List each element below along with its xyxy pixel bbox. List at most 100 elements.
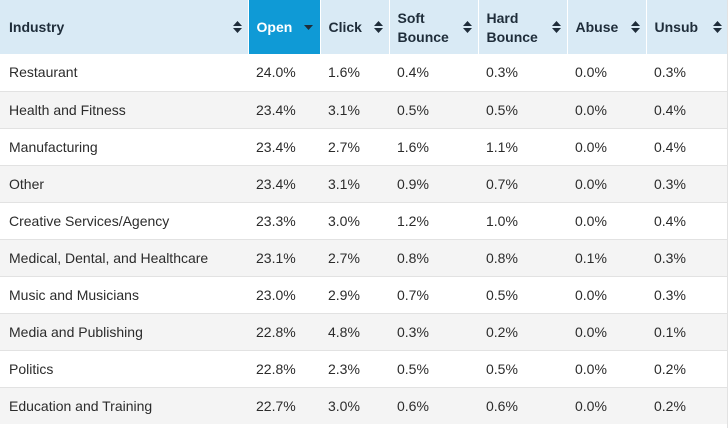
sort-both-icon [712, 21, 722, 33]
column-header-label: Soft Bounce [398, 8, 449, 47]
cell-hard-bounce: 0.7% [486, 175, 518, 192]
column-header-soft-bounce[interactable]: Soft Bounce [389, 0, 479, 54]
cell-soft-bounce: 0.6% [397, 397, 429, 414]
cell-hard-bounce: 1.0% [486, 212, 518, 229]
cell-open: 24.0% [256, 64, 296, 81]
cell-abuse: 0.0% [575, 286, 607, 303]
cell-soft-bounce: 0.8% [397, 249, 429, 266]
cell-industry: Health and Fitness [9, 101, 126, 118]
cell-click: 2.7% [328, 138, 360, 155]
cell-hard-bounce: 0.3% [486, 64, 518, 81]
column-header-click[interactable]: Click [320, 0, 390, 54]
cell-unsub: 0.3% [654, 64, 686, 81]
cell-abuse: 0.0% [575, 138, 607, 155]
cell-unsub: 0.3% [654, 249, 686, 266]
cell-industry: Restaurant [9, 64, 78, 81]
table-row: Health and Fitness 23.4% 3.1% 0.5% 0.5% … [0, 91, 728, 128]
cell-soft-bounce: 0.4% [397, 64, 429, 81]
column-header-hard-bounce[interactable]: Hard Bounce [478, 0, 568, 54]
cell-abuse: 0.0% [575, 64, 607, 81]
cell-click: 3.1% [328, 101, 360, 118]
sort-both-icon [232, 21, 242, 33]
cell-hard-bounce: 0.8% [486, 249, 518, 266]
cell-open: 23.0% [256, 286, 296, 303]
cell-open: 23.3% [256, 212, 296, 229]
cell-open: 23.4% [256, 101, 296, 118]
cell-open: 22.8% [256, 360, 296, 377]
column-header-open[interactable]: Open [248, 0, 321, 54]
cell-click: 2.9% [328, 286, 360, 303]
sort-both-icon [462, 21, 472, 33]
table-body: Restaurant 24.0% 1.6% 0.4% 0.3% 0.0% 0.3… [0, 54, 728, 424]
cell-click: 3.0% [328, 397, 360, 414]
column-header-unsub[interactable]: Unsub [646, 0, 728, 54]
cell-soft-bounce: 0.9% [397, 175, 429, 192]
table-row: Creative Services/Agency 23.3% 3.0% 1.2%… [0, 202, 728, 239]
cell-abuse: 0.1% [575, 249, 607, 266]
cell-unsub: 0.3% [654, 175, 686, 192]
cell-soft-bounce: 1.2% [397, 212, 429, 229]
sort-descending-icon [303, 25, 313, 30]
column-header-label-line2: Bounce [397, 28, 449, 45]
table-row: Politics 22.8% 2.3% 0.5% 0.5% 0.0% 0.2% [0, 350, 728, 387]
column-header-abuse[interactable]: Abuse [567, 0, 647, 54]
cell-unsub: 0.2% [654, 397, 686, 414]
table-row: Medical, Dental, and Healthcare 23.1% 2.… [0, 239, 728, 276]
cell-soft-bounce: 1.6% [397, 138, 429, 155]
cell-hard-bounce: 0.5% [486, 360, 518, 377]
column-header-label: Unsub [654, 18, 699, 35]
cell-click: 2.3% [328, 360, 360, 377]
column-header-label: Abuse [575, 18, 619, 35]
cell-hard-bounce: 1.1% [486, 138, 518, 155]
cell-open: 23.4% [256, 175, 296, 192]
cell-unsub: 0.4% [654, 212, 686, 229]
cell-abuse: 0.0% [575, 101, 607, 118]
column-header-label: Hard Bounce [487, 8, 538, 47]
cell-abuse: 0.0% [575, 360, 607, 377]
table-header-row: Industry Open Click Soft Bounce [0, 0, 728, 54]
table-row: Other 23.4% 3.1% 0.9% 0.7% 0.0% 0.3% [0, 165, 728, 202]
cell-unsub: 0.4% [654, 138, 686, 155]
cell-click: 1.6% [328, 64, 360, 81]
cell-industry: Medical, Dental, and Healthcare [9, 249, 209, 266]
sort-both-icon [373, 21, 383, 33]
cell-abuse: 0.0% [575, 323, 607, 340]
cell-industry: Manufacturing [9, 138, 98, 155]
cell-unsub: 0.1% [654, 323, 686, 340]
cell-hard-bounce: 0.6% [486, 397, 518, 414]
cell-open: 22.8% [256, 323, 296, 340]
column-header-label: Industry [9, 18, 65, 35]
cell-soft-bounce: 0.5% [397, 101, 429, 118]
cell-hard-bounce: 0.5% [486, 101, 518, 118]
table-row: Education and Training 22.7% 3.0% 0.6% 0… [0, 387, 728, 424]
cell-unsub: 0.4% [654, 101, 686, 118]
sort-both-icon [630, 21, 640, 33]
column-header-label-line1: Soft [397, 9, 425, 26]
cell-hard-bounce: 0.5% [486, 286, 518, 303]
table-row: Restaurant 24.0% 1.6% 0.4% 0.3% 0.0% 0.3… [0, 54, 728, 91]
cell-soft-bounce: 0.3% [397, 323, 429, 340]
cell-soft-bounce: 0.5% [397, 360, 429, 377]
table-row: Music and Musicians 23.0% 2.9% 0.7% 0.5%… [0, 276, 728, 313]
cell-industry: Other [9, 175, 45, 192]
table-row: Media and Publishing 22.8% 4.8% 0.3% 0.2… [0, 313, 728, 350]
cell-industry: Politics [9, 360, 54, 377]
cell-click: 3.1% [328, 175, 360, 192]
cell-open: 23.1% [256, 249, 296, 266]
column-header-industry[interactable]: Industry [0, 0, 249, 54]
cell-industry: Education and Training [9, 397, 153, 414]
cell-hard-bounce: 0.2% [486, 323, 518, 340]
cell-click: 2.7% [328, 249, 360, 266]
cell-industry: Media and Publishing [9, 323, 143, 340]
cell-open: 23.4% [256, 138, 296, 155]
column-header-label-line1: Hard [486, 9, 519, 26]
cell-unsub: 0.2% [654, 360, 686, 377]
column-header-label: Open [256, 18, 293, 35]
cell-click: 4.8% [328, 323, 360, 340]
cell-open: 22.7% [256, 397, 296, 414]
sort-both-icon [551, 21, 561, 33]
cell-abuse: 0.0% [575, 397, 607, 414]
cell-soft-bounce: 0.7% [397, 286, 429, 303]
